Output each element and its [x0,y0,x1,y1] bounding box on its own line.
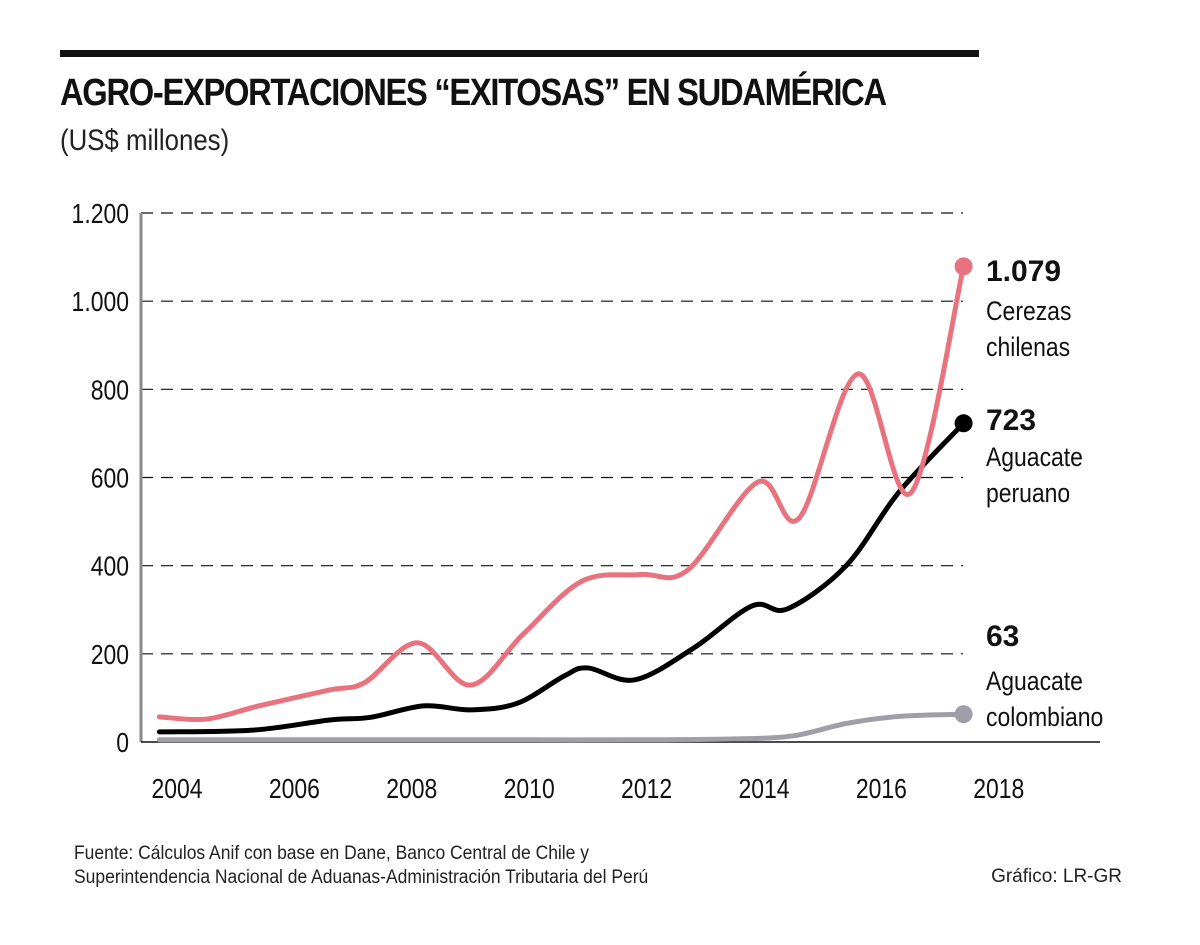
series-lines [156,257,973,743]
series-line-aguacate-peruano [156,420,967,735]
end-point-aguacate-colombiano [954,705,973,724]
series-labels: 1.079 Cerezas chilenas 723 Aguacate peruano 63… [986,255,1103,732]
y-tick-label: 1.200 [72,199,129,230]
y-tick-label: 0 [116,728,129,759]
graphic-credit: Gráfico: LR-GR [991,866,1122,887]
gridlines [141,212,963,655]
source-line-2: Superintendencia Nacional de Aduanas-Adm… [74,867,649,888]
top-rule [60,50,979,57]
series-label-aguacate-peruano: Aguacate [986,442,1083,472]
y-tick-label: 600 [91,463,129,494]
series-label-aguacate-peruano: peruano [986,478,1070,508]
y-tick-label: 1.000 [72,287,129,318]
chart-subtitle: (US$ millones) [60,124,230,157]
x-tick-label: 2004 [151,774,202,805]
x-axis-ticks: 2004 2006 2008 2010 2012 2014 2016 2018 [151,774,1024,805]
x-tick-label: 2006 [269,774,320,805]
series-line-aguacate-colombiano [156,711,967,743]
end-value-cerezas-chilenas: 1.079 [986,255,1061,288]
series-line-cerezas-chilenas [156,263,967,723]
y-axis-ticks: 0 200 400 600 800 1.000 1.200 [72,199,129,759]
chart-title: AGRO-EXPORTACIONES “EXITOSAS” EN SUDAMÉR… [60,72,887,114]
y-tick-label: 200 [91,640,129,671]
series-label-cerezas-chilenas: Cerezas [986,296,1071,326]
x-tick-label: 2010 [504,774,555,805]
end-value-aguacate-colombiano: 63 [986,620,1019,653]
end-value-aguacate-peruano: 723 [986,404,1036,437]
y-tick-label: 800 [91,375,129,406]
series-label-aguacate-colombiano: colombiano [986,702,1103,732]
x-tick-label: 2016 [856,774,907,805]
source-note: Fuente: Cálculos Anif con base en Dane, … [74,842,648,890]
x-tick-label: 2018 [973,774,1024,805]
y-tick-label: 400 [91,552,129,583]
end-point-cerezas-chilenas [954,257,973,276]
x-tick-label: 2014 [738,774,789,805]
series-label-aguacate-colombiano: Aguacate [986,666,1083,696]
series-label-cerezas-chilenas: chilenas [986,332,1070,362]
source-line-1: Fuente: Cálculos Anif con base en Dane, … [74,843,589,864]
end-point-aguacate-peruano [954,414,973,433]
x-tick-label: 2012 [621,774,672,805]
x-tick-label: 2008 [386,774,437,805]
